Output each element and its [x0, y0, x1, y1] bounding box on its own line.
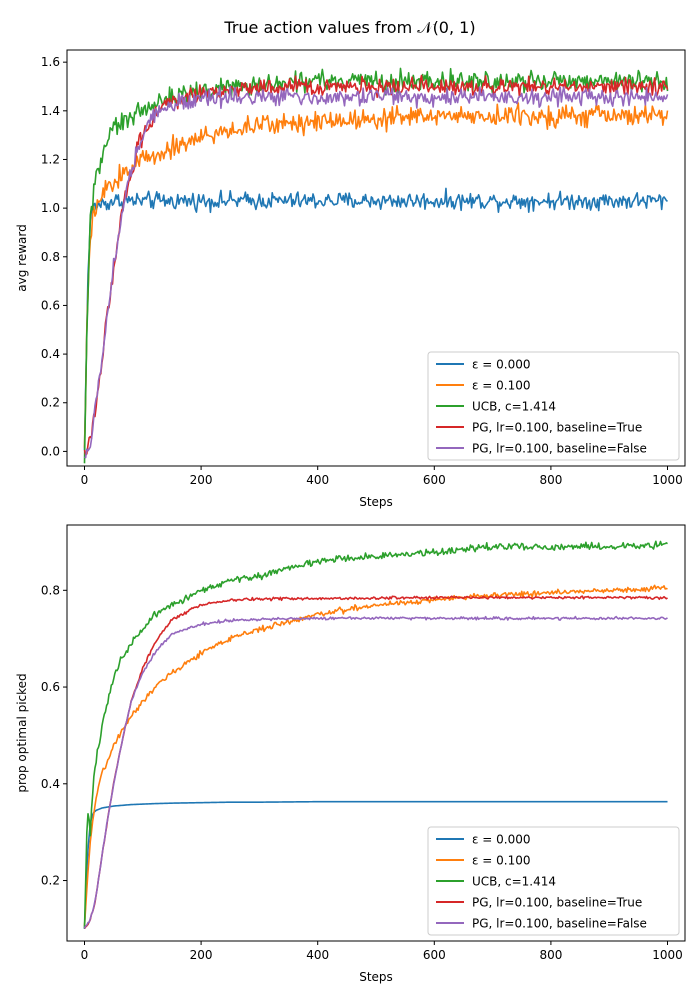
y-tick-label: 0.6	[41, 680, 60, 694]
legend-label: PG, lr=0.100, baseline=False	[472, 442, 647, 456]
y-tick-label: 0.4	[41, 777, 60, 791]
series-ucb	[83, 67, 669, 464]
series-pg-true	[83, 595, 668, 929]
legend-pg-true: PG, lr=0.100, baseline=True	[436, 896, 642, 910]
legend-eps01: ε = 0.100	[436, 854, 531, 868]
legend-ucb: UCB, c=1.414	[436, 400, 556, 414]
x-tick-label: 1000	[652, 473, 683, 487]
legend-eps0: ε = 0.000	[436, 833, 531, 847]
legend-label: PG, lr=0.100, baseline=True	[472, 896, 642, 910]
plot-frame	[66, 49, 686, 467]
legend-pg-false: PG, lr=0.100, baseline=False	[436, 917, 647, 931]
x-tick-label: 400	[306, 948, 329, 962]
y-tick-label: 0.2	[41, 874, 60, 888]
y-tick-label: 1.2	[41, 152, 60, 166]
legend-label: ε = 0.100	[472, 854, 531, 868]
series-pg-true	[83, 74, 669, 456]
y-tick-label: 0.4	[41, 347, 60, 361]
x-tick-label: 600	[423, 473, 446, 487]
figure-title: True action values from 𝒩(0, 1)	[224, 18, 476, 37]
legend-label: PG, lr=0.100, baseline=True	[472, 421, 642, 435]
y-axis-label: avg reward	[15, 224, 29, 291]
legend-label: ε = 0.000	[472, 833, 531, 847]
legend-frame	[427, 351, 680, 461]
x-tick-label: 0	[81, 473, 89, 487]
y-tick-label: 0.2	[41, 396, 60, 410]
legend-label: ε = 0.100	[472, 379, 531, 393]
legend-pg-false: PG, lr=0.100, baseline=False	[436, 442, 647, 456]
legend-eps01: ε = 0.100	[436, 379, 531, 393]
legend: ε = 0.000 ε = 0.100 UCB, c=1.414 PG, lr=0.1…	[427, 351, 680, 461]
x-tick-label: 400	[306, 473, 329, 487]
x-tick-label: 1000	[652, 948, 683, 962]
x-tick-label: 0	[81, 948, 89, 962]
x-tick-label: 600	[423, 948, 446, 962]
x-tick-label: 800	[539, 948, 562, 962]
y-tick-label: 0.8	[41, 583, 60, 597]
series-ucb	[83, 540, 668, 929]
legend: ε = 0.000 ε = 0.100 UCB, c=1.414 PG, lr=0.1…	[427, 826, 680, 936]
panel-avg-reward: 0 200 400 600 800 1000 0.0 0.2 0.4 0.6 0.8 1.0 1.2 1.…	[15, 49, 686, 509]
legend-label: UCB, c=1.414	[472, 400, 556, 414]
x-axis-label: Steps	[359, 970, 393, 984]
panel-prop-optimal: 0 200 400 600 800 1000 0.2 0.4 0.6 0.8 Steps prop o…	[15, 524, 686, 984]
series-group	[83, 67, 669, 464]
y-tick-label: 0.8	[41, 250, 60, 264]
legend-frame	[427, 826, 680, 936]
y-tick-label: 1.6	[41, 55, 60, 69]
series-pg-false	[84, 85, 669, 459]
y-axis-label: prop optimal picked	[15, 673, 29, 792]
y-tick-label: 1.4	[41, 104, 60, 118]
series-group	[83, 540, 668, 929]
x-tick-label: 200	[190, 473, 213, 487]
legend-label: UCB, c=1.414	[472, 875, 556, 889]
series-eps0	[83, 800, 668, 929]
plot-frame	[66, 524, 686, 942]
legend-label: ε = 0.000	[472, 358, 531, 372]
series-eps01	[83, 102, 669, 448]
x-tick-label: 200	[190, 948, 213, 962]
x-axis-label: Steps	[359, 495, 393, 509]
legend-pg-true: PG, lr=0.100, baseline=True	[436, 421, 642, 435]
y-tick-label: 1.0	[41, 201, 60, 215]
series-eps01	[83, 584, 668, 927]
legend-label: PG, lr=0.100, baseline=False	[472, 917, 647, 931]
y-tick-label: 0.0	[41, 444, 60, 458]
legend-ucb: UCB, c=1.414	[436, 875, 556, 889]
legend-eps0: ε = 0.000	[436, 358, 531, 372]
x-tick-label: 800	[539, 473, 562, 487]
series-eps0	[83, 187, 669, 450]
y-tick-label: 0.6	[41, 298, 60, 312]
series-pg-false	[83, 615, 668, 929]
